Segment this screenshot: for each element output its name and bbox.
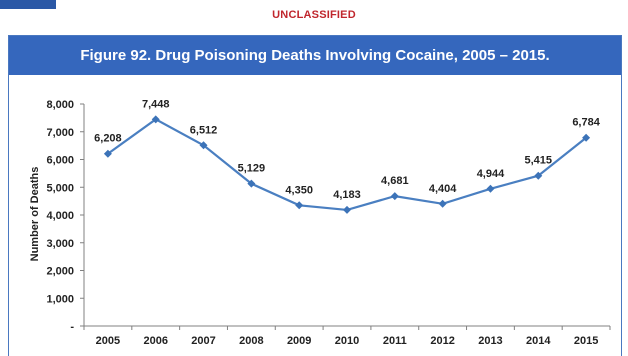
x-tick-label: 2012: [430, 335, 454, 347]
data-label: 7,448: [142, 98, 170, 110]
data-point: [486, 184, 495, 193]
data-point: [390, 192, 399, 201]
x-tick-label: 2008: [239, 335, 263, 347]
data-point: [534, 171, 543, 180]
data-label: 4,183: [333, 189, 361, 201]
y-tick-label: 8,000: [46, 99, 74, 111]
classification-banner: UNCLASSIFIED: [272, 9, 356, 21]
series-cocaine-deaths: [103, 115, 591, 214]
figure-title: Figure 92. Drug Poisoning Deaths Involvi…: [9, 36, 621, 75]
x-tick-label: 2005: [96, 335, 120, 347]
data-point: [295, 201, 304, 210]
figure-panel: Figure 92. Drug Poisoning Deaths Involvi…: [8, 35, 622, 356]
axes: [83, 104, 610, 327]
x-tick-label: 2013: [478, 335, 502, 347]
data-labels: 6,208 7,448 6,512 5,129 4,350 4,183 4,681 4,404…: [94, 98, 601, 201]
data-label: 4,404: [429, 183, 457, 195]
data-label: 4,350: [285, 184, 313, 196]
corner-tab: [0, 0, 56, 9]
data-point: [343, 205, 351, 214]
data-label: 6,784: [572, 117, 600, 129]
data-point: [151, 115, 160, 124]
x-tick-label: 2014: [526, 335, 551, 347]
x-tick-label: 2010: [335, 335, 359, 347]
data-point: [199, 141, 208, 150]
data-label: 6,512: [190, 124, 218, 136]
data-point: [247, 179, 256, 188]
y-tick-label: 6,000: [46, 155, 74, 167]
x-tick-label: 2006: [143, 335, 167, 347]
data-label: 5,129: [238, 163, 266, 175]
x-tick-label: 2011: [383, 335, 407, 347]
y-tick-label: 7,000: [46, 127, 74, 139]
y-tick-label: 3,000: [46, 238, 74, 250]
y-tick-label: 4,000: [46, 210, 74, 222]
y-tick-label: -: [70, 321, 74, 333]
data-label: 4,944: [477, 168, 505, 180]
data-point: [582, 133, 591, 142]
x-tick-label: 2009: [287, 335, 311, 347]
data-label: 4,681: [381, 175, 409, 187]
data-point: [438, 199, 447, 208]
data-point: [103, 149, 112, 158]
y-axis-title-group: Number of Deaths: [29, 167, 41, 262]
x-tick-label: 2007: [191, 335, 215, 347]
data-label: 5,415: [525, 155, 553, 167]
data-label: 6,208: [94, 133, 122, 145]
y-tick-label: 5,000: [46, 182, 74, 194]
y-tick-label: 2,000: [46, 266, 74, 278]
y-axis-title: Number of Deaths: [29, 167, 41, 262]
y-tick-labels: - 1,000 2,000 3,000 4,000 5,000 6,000 7,000 8,00…: [46, 99, 84, 333]
x-tick-labels: 2005 2006 2007 2008 2009 2010 2011 2012 2013 2014…: [83, 326, 611, 347]
x-tick-label: 2015: [574, 335, 598, 347]
y-tick-label: 1,000: [46, 293, 74, 305]
